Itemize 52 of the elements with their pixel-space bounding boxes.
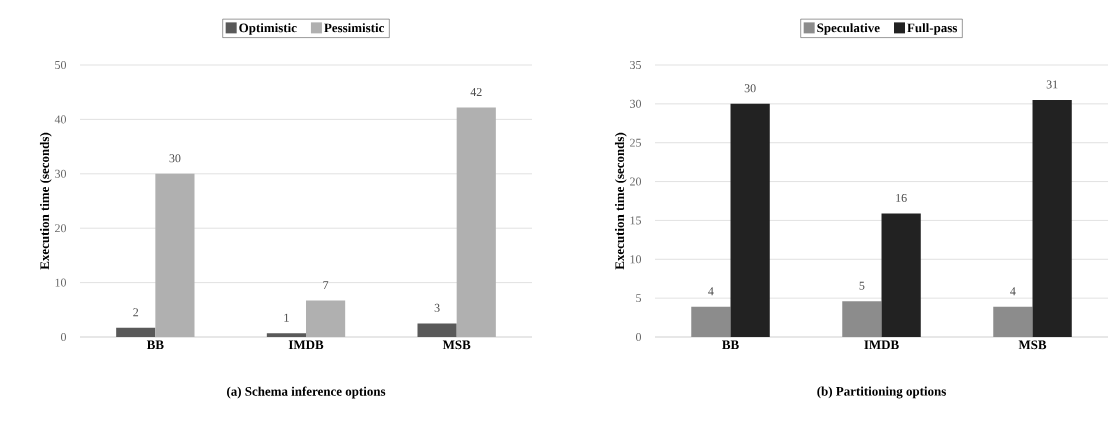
data-label: 1 [284, 313, 289, 322]
bar [116, 327, 156, 337]
x-tick-label: BB [146, 340, 164, 350]
y-tick-label: 35 [630, 60, 642, 70]
y-tick-label: 25 [630, 138, 642, 147]
bar [842, 301, 882, 337]
y-tick-label: 20 [55, 224, 67, 233]
legend-label: Speculative [817, 23, 880, 35]
data-label: 7 [323, 281, 329, 290]
y-tick-label: 0 [635, 332, 642, 342]
bar [730, 103, 770, 337]
bar [266, 333, 307, 337]
legend-label: Full-pass [907, 23, 958, 35]
y-axis-title: Execution time (seconds) [614, 132, 627, 270]
bar [306, 300, 346, 337]
data-label: 31 [1046, 80, 1058, 89]
text: (a) Schema inference options [227, 386, 386, 399]
data-label: 4 [708, 287, 714, 296]
y-tick-label: 0 [60, 332, 67, 342]
bar [1032, 99, 1072, 337]
y-tick-label: 30 [630, 99, 642, 108]
legend-label: Pessimistic [324, 23, 385, 33]
y-tick-label: 50 [55, 60, 67, 70]
y-tick-label: 15 [630, 216, 642, 225]
data-label: 16 [896, 193, 907, 202]
legend-label: Optimistic [239, 23, 297, 35]
data-label: 30 [169, 154, 181, 163]
y-tick-label: 5 [636, 294, 642, 303]
y-tick-label: 10 [55, 278, 67, 287]
x-tick-label: IMDB [288, 340, 324, 350]
data-label: 42 [470, 87, 482, 96]
bar [691, 306, 731, 337]
data-label: 5 [859, 281, 865, 290]
y-tick-label: 30 [55, 169, 67, 178]
x-tick-label: IMDB [864, 340, 899, 350]
data-label: 30 [744, 84, 756, 93]
y-tick-label: 40 [54, 115, 67, 124]
x-tick-label: BB [722, 340, 739, 350]
y-axis-title: Execution time (seconds) [39, 132, 52, 270]
y-tick-label: 10 [630, 255, 642, 264]
bar [881, 213, 921, 337]
text: (b) Partitioning options [817, 386, 946, 399]
bar [417, 323, 457, 337]
x-tick-label: MSB [1018, 340, 1047, 350]
bar [993, 306, 1033, 337]
data-label: 4 [1010, 287, 1016, 296]
y-tick-label: 20 [630, 177, 642, 186]
data-label: 3 [434, 303, 440, 312]
bar [456, 107, 496, 337]
x-tick-label: MSB [442, 340, 471, 350]
bar [155, 173, 195, 337]
data-label: 2 [133, 308, 139, 317]
